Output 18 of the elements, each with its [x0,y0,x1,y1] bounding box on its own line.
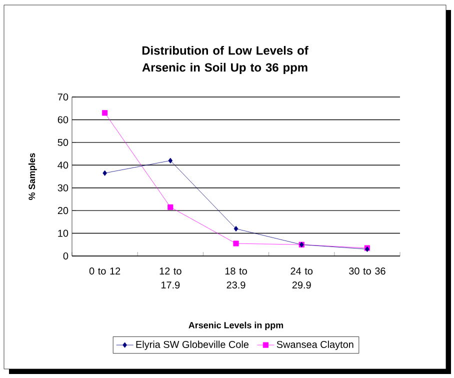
y-tick-label: 30 [58,184,68,192]
y-tick-label: 0 [63,252,68,260]
y-tick-label: 10 [58,230,68,237]
x-axis-title: Arsenic Levels in ppm [188,322,284,330]
x-tick-label: 12 to 17.9 [160,268,182,289]
x-tick-label: 30 to 36 [349,268,386,275]
legend-label: Elyria SW Globeville Cole [136,340,249,350]
x-tick-label: 24 to 29.9 [290,268,313,289]
y-tick-label: 60 [58,116,68,124]
y-tick-label: 20 [58,207,68,214]
y-tick-label: 70 [58,93,68,101]
x-tick-label: 0 to 12 [89,268,120,275]
y-axis-title: % Samples [28,153,37,200]
x-tick-label: 18 to 23.9 [225,268,247,289]
y-tick-label: 40 [58,162,68,169]
legend-label: Swansea Clayton [276,340,354,350]
chart-title: Distribution of Low Levels of Arsenic in Soil Up to 36 ppm [142,46,308,74]
y-tick-label: 50 [58,138,68,146]
